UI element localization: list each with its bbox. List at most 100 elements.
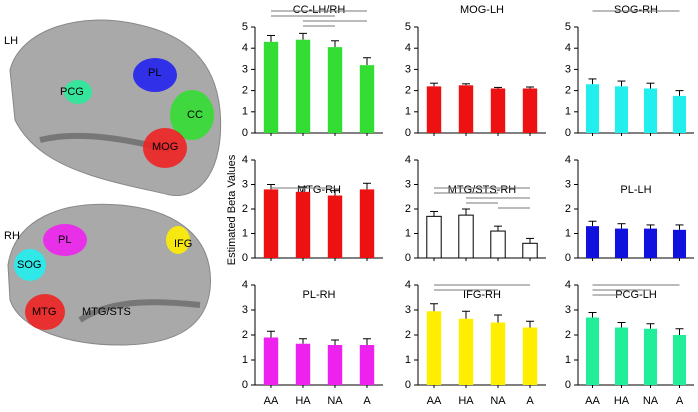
bar [490, 230, 506, 259]
bar [426, 86, 442, 133]
region-label: PL [148, 67, 161, 79]
x-tick-label: NA [490, 395, 506, 407]
y-tick-label: 0 [405, 379, 411, 391]
bar [672, 335, 687, 385]
y-tick-label: 0 [242, 252, 248, 264]
bar [672, 95, 687, 133]
y-tick-label: 2 [242, 203, 248, 215]
y-tick-label: 4 [242, 279, 248, 291]
bar [359, 189, 375, 258]
bar [426, 311, 442, 385]
chart-title: CC-LH/RH [293, 4, 346, 16]
bar [614, 228, 629, 258]
region-label: SOG [17, 259, 41, 271]
bar [327, 47, 343, 133]
region-label: CC [187, 109, 203, 121]
bar [295, 191, 311, 258]
x-tick-label: HA [295, 395, 311, 407]
bar [327, 195, 343, 258]
bar [643, 328, 658, 385]
y-tick-label: 0 [405, 252, 411, 264]
region-label: IFG [174, 238, 192, 250]
y-tick-label: 4 [242, 42, 248, 54]
bar [643, 88, 658, 133]
region-label: PL [58, 234, 71, 246]
region [170, 90, 214, 140]
bar [263, 41, 279, 134]
region [166, 226, 190, 254]
y-tick-label: 1 [405, 227, 411, 239]
y-tick-label: 0 [405, 127, 411, 139]
y-tick-label: 1 [242, 106, 248, 118]
y-tick-label: 4 [405, 279, 411, 291]
chart-title: MTG/STS-RH [448, 184, 516, 196]
x-tick-label: NA [643, 395, 659, 407]
y-tick-label: 4 [565, 279, 571, 291]
region [143, 128, 187, 168]
y-tick-label: 3 [405, 63, 411, 75]
y-tick-label: 1 [565, 227, 571, 239]
bar [327, 345, 343, 385]
bar [295, 39, 311, 133]
x-tick-label: AA [264, 395, 279, 407]
y-tick-label: 2 [565, 329, 571, 341]
region-label: PCG [60, 86, 84, 98]
y-tick-label: 1 [405, 354, 411, 366]
x-tick-label: NA [327, 395, 343, 407]
bar [359, 65, 375, 133]
y-tick-label: 3 [242, 63, 248, 75]
y-tick-label: 0 [242, 127, 248, 139]
y-tick-label: 4 [405, 154, 411, 166]
y-tick-label: 1 [565, 106, 571, 118]
hemisphere-label: LH [4, 35, 18, 47]
y-tick-label: 2 [405, 85, 411, 97]
chart-title: IFG-RH [463, 289, 501, 301]
bar [458, 318, 474, 385]
sulcus [78, 299, 201, 323]
y-tick-label: 2 [565, 203, 571, 215]
y-tick-label: 1 [405, 106, 411, 118]
bar [426, 215, 442, 259]
y-tick-label: 5 [242, 21, 248, 33]
y-tick-label: 1 [242, 354, 248, 366]
x-tick-label: HA [614, 395, 630, 407]
region-label: MOG [152, 141, 178, 153]
x-tick-label: A [526, 395, 534, 407]
region-label: MTG [32, 306, 56, 318]
region [133, 58, 177, 92]
bar [263, 189, 279, 258]
y-tick-label: 2 [405, 329, 411, 341]
x-tick-label: AA [427, 395, 442, 407]
y-tick-label: 0 [565, 379, 571, 391]
bar [359, 345, 375, 385]
y-tick-label: 0 [565, 252, 571, 264]
y-tick-label: 4 [565, 42, 571, 54]
bar [585, 226, 600, 258]
bar [672, 229, 687, 258]
bar [458, 85, 474, 133]
chart-title: MOG-LH [460, 4, 504, 16]
region-label: MTG/STS [82, 306, 131, 318]
y-tick-label: 3 [565, 63, 571, 75]
bar [490, 322, 506, 385]
bar [522, 88, 538, 133]
region [43, 224, 87, 256]
y-tick-label: 3 [242, 304, 248, 316]
y-tick-label: 2 [405, 203, 411, 215]
hemisphere-label: RH [4, 230, 20, 242]
x-tick-label: HA [458, 395, 474, 407]
y-tick-label: 0 [565, 127, 571, 139]
region [25, 294, 65, 330]
y-tick-label: 1 [242, 227, 248, 239]
y-tick-label: 0 [242, 379, 248, 391]
bar [614, 327, 629, 385]
bar [585, 317, 600, 385]
chart-title: PL-RH [302, 289, 335, 301]
chart-title: PCG-LH [615, 289, 657, 301]
y-tick-label: 2 [242, 329, 248, 341]
x-tick-label: A [363, 395, 371, 407]
bar [614, 86, 629, 133]
bar [643, 228, 658, 258]
y-tick-label: 4 [242, 154, 248, 166]
bar [522, 242, 538, 259]
